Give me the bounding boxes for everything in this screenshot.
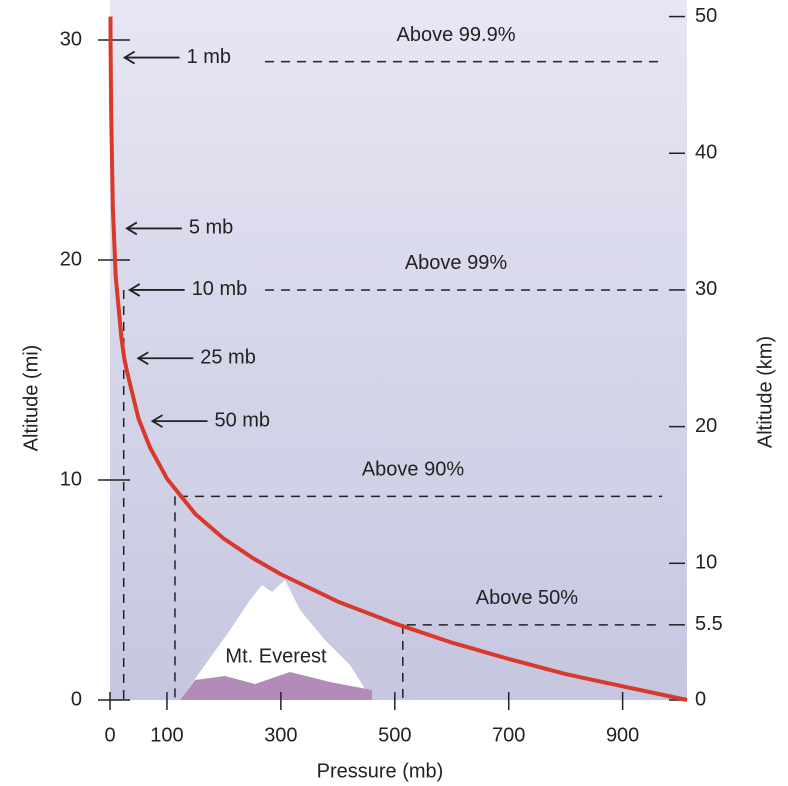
pressure-label: 25 mb xyxy=(200,347,256,369)
y2-tick-label: 10 xyxy=(695,552,717,574)
pressure-label: 1 mb xyxy=(187,46,231,68)
x-tick-label: 100 xyxy=(150,724,183,746)
level-label: Above 90% xyxy=(362,459,465,481)
y2-tick-label: 30 xyxy=(695,278,717,300)
mountain-label: Mt. Everest xyxy=(225,645,327,667)
pressure-arrow xyxy=(122,50,180,65)
y2-tick-label: 5.5 xyxy=(695,613,723,635)
pressure-arrow xyxy=(150,414,208,428)
y2-tick-label: 20 xyxy=(695,415,717,437)
y2-axis-label: Altitude (km) xyxy=(754,336,776,448)
x-tick-label: 300 xyxy=(264,724,297,746)
x-tick-label: 700 xyxy=(492,724,525,746)
pressure-label: 5 mb xyxy=(189,217,233,239)
atmosphere-background xyxy=(110,0,687,700)
y2-tick-label: 50 xyxy=(695,5,717,27)
y2-tick-label: 40 xyxy=(695,142,717,164)
level-label: Above 99.9% xyxy=(397,24,516,46)
y-tick-label: 0 xyxy=(71,688,82,710)
level-label: Above 50% xyxy=(476,587,579,609)
y-tick-label: 30 xyxy=(60,28,82,50)
pressure-label: 50 mb xyxy=(214,409,270,431)
pressure-arrow xyxy=(136,351,194,366)
x-axis-label: Pressure (mb) xyxy=(317,760,444,782)
level-label: Above 99% xyxy=(405,252,508,274)
y2-tick-label: 0 xyxy=(695,688,706,710)
pressure-arrow xyxy=(125,221,182,236)
altitude-curve xyxy=(108,16,688,702)
y-tick-label: 10 xyxy=(60,468,82,490)
x-tick-label: 500 xyxy=(378,724,411,746)
x-tick-label: 900 xyxy=(606,724,639,746)
y-tick-label: 20 xyxy=(60,248,82,270)
pressure-arrow xyxy=(127,283,185,297)
mountain xyxy=(180,580,372,700)
pressure-label: 10 mb xyxy=(192,278,248,300)
x-tick-label: 0 xyxy=(104,724,115,746)
y-axis-label: Altitude (mi) xyxy=(20,345,42,452)
